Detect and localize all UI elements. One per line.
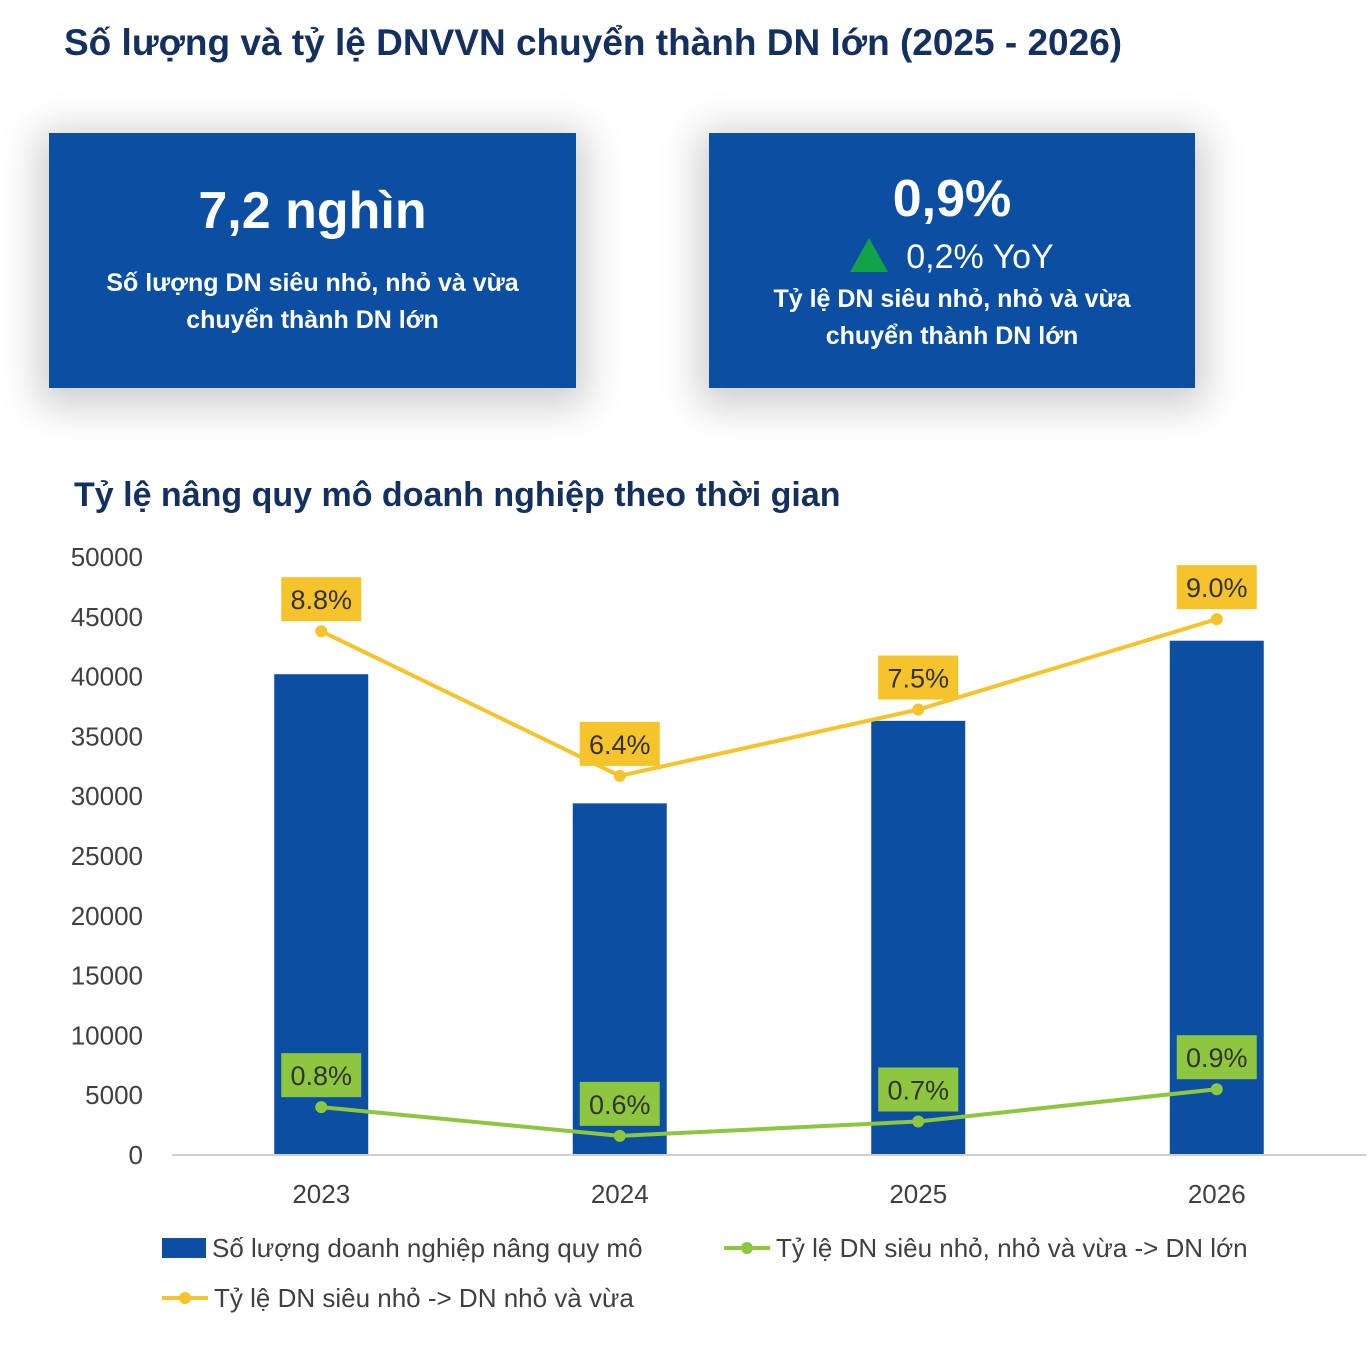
- legend-item-green: Tỷ lệ DN siêu nhỏ, nhỏ và vừa -> DN lớn: [724, 1228, 1248, 1268]
- kpi-card-rate: 0,9% 0,2% YoY Tỷ lệ DN siêu nhỏ, nhỏ và …: [709, 133, 1195, 388]
- kpi-count-label: Số lượng DN siêu nhỏ, nhỏ và vừa chuyển …: [106, 269, 519, 334]
- page-title: Số lượng và tỷ lệ DNVVN chuyển thành DN …: [64, 22, 1123, 63]
- up-triangle-icon: [850, 238, 889, 273]
- x-tick-label: 2025: [889, 1179, 947, 1209]
- point-yellow-2023: [315, 625, 328, 638]
- y-tick-label: 40000: [71, 662, 143, 692]
- x-tick-label: 2023: [292, 1179, 350, 1209]
- legend-label-green: Tỷ lệ DN siêu nhỏ, nhỏ và vừa -> DN lớn: [776, 1233, 1248, 1263]
- point-green-2026: [1210, 1083, 1223, 1096]
- data-label-green-2024: 0.6%: [589, 1090, 651, 1120]
- data-label-bg-yellow-2024: [579, 721, 660, 766]
- y-tick-label: 0: [129, 1140, 143, 1170]
- data-label-bg-green-2023: [281, 1053, 362, 1098]
- legend-label-yellow: Tỷ lệ DN siêu nhỏ -> DN nhỏ và vừa: [214, 1283, 634, 1313]
- data-label-green-2026: 0.9%: [1186, 1043, 1248, 1073]
- legend-swatch-green: [724, 1242, 770, 1255]
- chart-title: Tỷ lệ nâng quy mô doanh nghiệp theo thời…: [74, 476, 841, 514]
- x-tick-label: 2024: [591, 1179, 649, 1209]
- kpi-count-value: 7,2 nghìn: [198, 182, 427, 240]
- data-label-bg-green-2026: [1176, 1035, 1257, 1080]
- x-tick-label: 2026: [1188, 1179, 1246, 1209]
- point-green-2023: [315, 1101, 328, 1114]
- kpi-rate-change-text: 0,2% YoY: [906, 238, 1054, 276]
- data-label-yellow-2026: 9.0%: [1186, 573, 1248, 603]
- y-tick-label: 10000: [71, 1020, 143, 1050]
- legend-item-yellow: Tỷ lệ DN siêu nhỏ -> DN nhỏ và vừa: [162, 1278, 634, 1318]
- data-label-green-2025: 0.7%: [887, 1076, 949, 1106]
- kpi-rate-change: 0,2% YoY: [709, 237, 1195, 277]
- data-label-green-2023: 0.8%: [290, 1061, 352, 1091]
- kpi-card-count: 7,2 nghìn Số lượng DN siêu nhỏ, nhỏ và v…: [49, 133, 576, 388]
- legend-item-bars: Số lượng doanh nghiệp nâng quy mô: [162, 1228, 643, 1268]
- line-green: [321, 1087, 1217, 1138]
- point-green-2025: [912, 1115, 925, 1128]
- data-label-bg-yellow-2026: [1176, 565, 1257, 610]
- point-yellow-2025: [912, 703, 925, 716]
- y-tick-label: 50000: [71, 542, 143, 572]
- line-yellow: [320, 617, 1218, 778]
- data-label-yellow-2023: 8.8%: [290, 585, 352, 615]
- y-tick-label: 45000: [71, 602, 143, 632]
- y-tick-label: 30000: [71, 781, 143, 811]
- data-label-yellow-2024: 6.4%: [589, 730, 651, 760]
- y-tick-label: 15000: [71, 961, 143, 991]
- data-label-bg-yellow-2025: [878, 655, 959, 700]
- y-tick-label: 35000: [71, 721, 143, 751]
- data-label-bg-yellow-2023: [281, 577, 362, 622]
- legend-swatch-bars: [162, 1238, 206, 1259]
- point-yellow-2026: [1210, 613, 1223, 626]
- kpi-rate-value: 0,9%: [892, 170, 1012, 228]
- data-label-bg-green-2025: [878, 1067, 959, 1112]
- y-tick-label: 20000: [71, 901, 143, 931]
- legend-label-bars: Số lượng doanh nghiệp nâng quy mô: [212, 1233, 643, 1263]
- point-green-2024: [613, 1129, 626, 1142]
- combo-chart: 0 5000 10000 15000 20000 25000 30000 35000 40000…: [71, 542, 1366, 1209]
- y-tick-label: 25000: [71, 841, 143, 871]
- point-yellow-2024: [613, 769, 626, 782]
- legend-swatch-yellow: [162, 1292, 208, 1305]
- y-tick-label: 5000: [85, 1080, 143, 1110]
- data-label-bg-green-2024: [579, 1081, 660, 1126]
- data-label-yellow-2025: 7.5%: [887, 664, 949, 694]
- kpi-rate-label: Tỷ lệ DN siêu nhỏ, nhỏ và vừa chuyển thà…: [773, 285, 1131, 350]
